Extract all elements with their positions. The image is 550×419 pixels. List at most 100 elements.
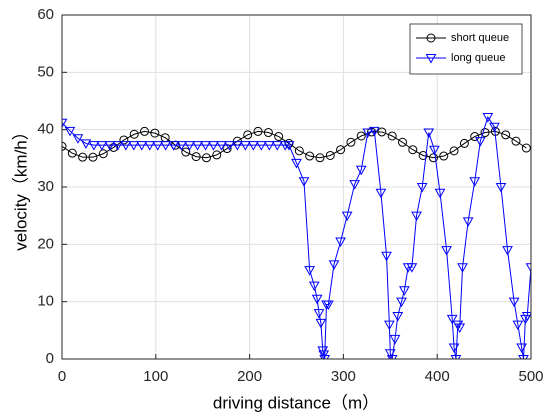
marker: [201, 153, 211, 163]
marker: [346, 137, 356, 147]
marker: [384, 320, 395, 331]
marker: [501, 130, 511, 140]
marker: [521, 143, 531, 153]
marker: [392, 312, 404, 322]
series-line: [62, 115, 531, 359]
marker: [384, 349, 396, 359]
y-tick-label: 20: [37, 235, 54, 252]
marker: [336, 145, 346, 155]
marker: [120, 141, 132, 151]
marker: [181, 147, 191, 157]
marker: [482, 113, 494, 123]
y-tick-label: 60: [37, 6, 54, 23]
marker: [325, 150, 335, 160]
marker: [469, 177, 481, 187]
marker: [323, 300, 334, 311]
marker: [160, 141, 172, 151]
marker: [208, 141, 219, 151]
marker: [495, 183, 507, 193]
marker: [311, 294, 323, 305]
marker: [508, 297, 520, 308]
legend-box: [409, 23, 523, 75]
y-tick-label: 50: [37, 63, 54, 80]
marker: [283, 141, 295, 151]
marker: [377, 127, 387, 137]
marker: [216, 141, 227, 151]
marker: [518, 355, 529, 359]
marker: [356, 131, 366, 141]
marker: [119, 135, 129, 145]
marker: [399, 286, 410, 296]
marker: [247, 141, 259, 151]
marker: [368, 126, 380, 137]
marker: [426, 33, 436, 43]
marker: [489, 122, 500, 133]
marker: [511, 136, 521, 146]
marker: [274, 132, 284, 142]
marker: [512, 320, 524, 331]
marker: [313, 309, 325, 319]
marker: [240, 141, 251, 151]
marker: [434, 188, 446, 199]
marker: [80, 139, 92, 149]
marker: [318, 350, 330, 359]
marker: [411, 211, 422, 222]
marker: [355, 165, 367, 176]
marker: [362, 128, 374, 139]
marker: [88, 152, 98, 162]
marker: [335, 237, 346, 247]
marker: [98, 149, 108, 159]
marker: [176, 141, 187, 151]
marker: [408, 145, 418, 155]
marker: [381, 251, 392, 262]
marker: [232, 141, 243, 151]
marker: [62, 141, 67, 151]
marker: [168, 141, 179, 151]
marker: [150, 128, 160, 138]
marker: [367, 127, 377, 137]
marker: [224, 141, 235, 151]
marker: [349, 180, 361, 190]
marker: [521, 312, 531, 322]
marker: [263, 141, 275, 151]
marker: [88, 141, 100, 151]
legend-label: short queue: [451, 32, 509, 44]
marker: [294, 146, 304, 156]
marker: [319, 355, 330, 359]
marker: [128, 141, 140, 151]
marker: [67, 148, 77, 158]
marker: [243, 130, 253, 140]
x-tick-label: 0: [58, 368, 66, 385]
marker: [516, 343, 527, 354]
marker: [396, 297, 407, 308]
marker: [305, 151, 315, 161]
marker: [298, 177, 310, 187]
marker: [64, 126, 76, 137]
marker: [104, 141, 116, 151]
marker: [328, 260, 340, 270]
marker: [462, 217, 474, 227]
marker: [502, 246, 513, 256]
marker: [525, 263, 531, 273]
marker: [387, 131, 397, 141]
legend-label: long queue: [451, 52, 505, 64]
marker: [416, 183, 428, 193]
y-tick-label: 10: [37, 293, 54, 310]
marker: [448, 343, 460, 354]
marker: [304, 266, 315, 276]
marker: [418, 150, 428, 160]
marker: [406, 263, 418, 273]
marker: [184, 141, 195, 151]
marker: [480, 128, 490, 138]
marker: [315, 153, 325, 163]
marker: [429, 145, 440, 156]
marker: [341, 211, 353, 222]
marker: [136, 141, 148, 151]
x-tick-label: 200: [237, 368, 262, 385]
marker: [389, 334, 401, 345]
marker: [425, 54, 437, 64]
marker: [191, 152, 201, 162]
marker: [62, 118, 68, 129]
marker: [72, 134, 84, 144]
